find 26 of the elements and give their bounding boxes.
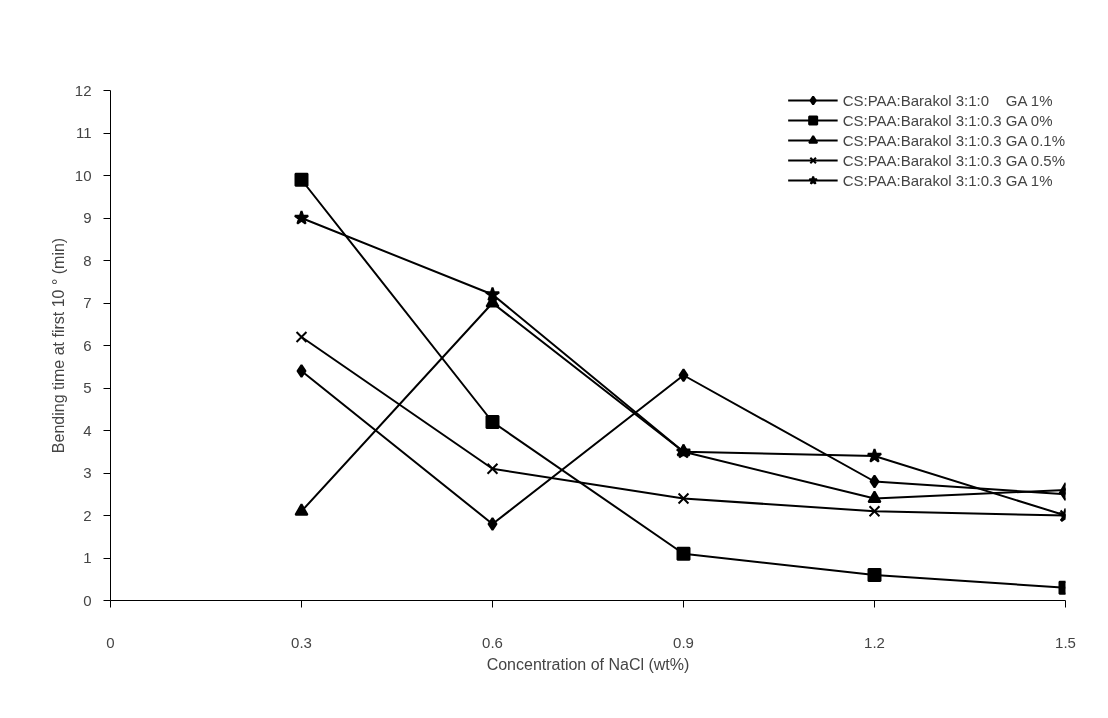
y-tick-label: 4 xyxy=(83,421,92,439)
y-tick-label: 6 xyxy=(83,336,92,354)
y-tick-label: 5 xyxy=(83,379,92,396)
x-axis-title: Concentration of NaCl (wt%) xyxy=(486,655,690,673)
x-tick-label: 0.9 xyxy=(673,633,694,651)
x-tick-label: 0 xyxy=(106,633,115,651)
legend-label: CS:PAA:Barakol 3:1:0.3 GA 1% xyxy=(842,171,1053,189)
y-tick-label: 0 xyxy=(83,591,92,609)
y-tick-label: 11 xyxy=(75,124,92,141)
legend-label: CS:PAA:Barakol 3:1:0.3 GA 0.5% xyxy=(842,151,1065,169)
y-tick-label: 9 xyxy=(83,209,92,226)
legend-label: CS:PAA:Barakol 3:1:0.3 GA 0.1% xyxy=(842,131,1065,149)
y-tick-label: 8 xyxy=(83,251,92,269)
y-axis-title: Bending time at first 10 ° (min) xyxy=(49,237,67,454)
y-tick-label: 1 xyxy=(83,549,92,566)
legend-label: CS:PAA:Barakol 3:1:0.3 GA 0% xyxy=(842,111,1053,129)
y-tick-label: 7 xyxy=(83,294,92,311)
legend-label: CS:PAA:Barakol 3:1:0 GA 1% xyxy=(842,91,1053,109)
x-tick-label: 1.5 xyxy=(1055,633,1076,651)
x-tick-label: 0.3 xyxy=(291,633,312,651)
y-tick-label: 12 xyxy=(74,81,92,99)
y-tick-label: 3 xyxy=(83,464,92,481)
x-tick-label: 0.6 xyxy=(482,633,503,651)
x-tick-label: 1.2 xyxy=(864,633,885,651)
y-tick-label: 2 xyxy=(83,506,92,524)
y-tick-label: 10 xyxy=(74,166,92,184)
